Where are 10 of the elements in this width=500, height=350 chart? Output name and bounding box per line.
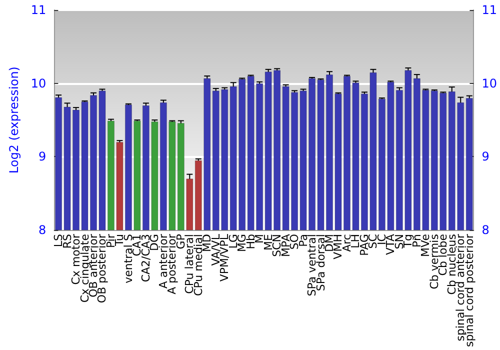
y-tick-label: 10 (30, 76, 46, 90)
y-tick-label: 11 (30, 3, 46, 17)
y2-tick-label: 10 (482, 76, 498, 90)
y2-tick-label: 8 (482, 223, 490, 238)
y2-tick-label: 11 (482, 3, 498, 17)
y-tick-label: 8 (38, 223, 46, 238)
x-tick-label: A posterior (166, 234, 179, 294)
y-tick-label: 9 (38, 150, 46, 164)
y2-tick-label: 9 (482, 150, 490, 164)
y-axis-title: Log2 (expression) (7, 66, 21, 174)
